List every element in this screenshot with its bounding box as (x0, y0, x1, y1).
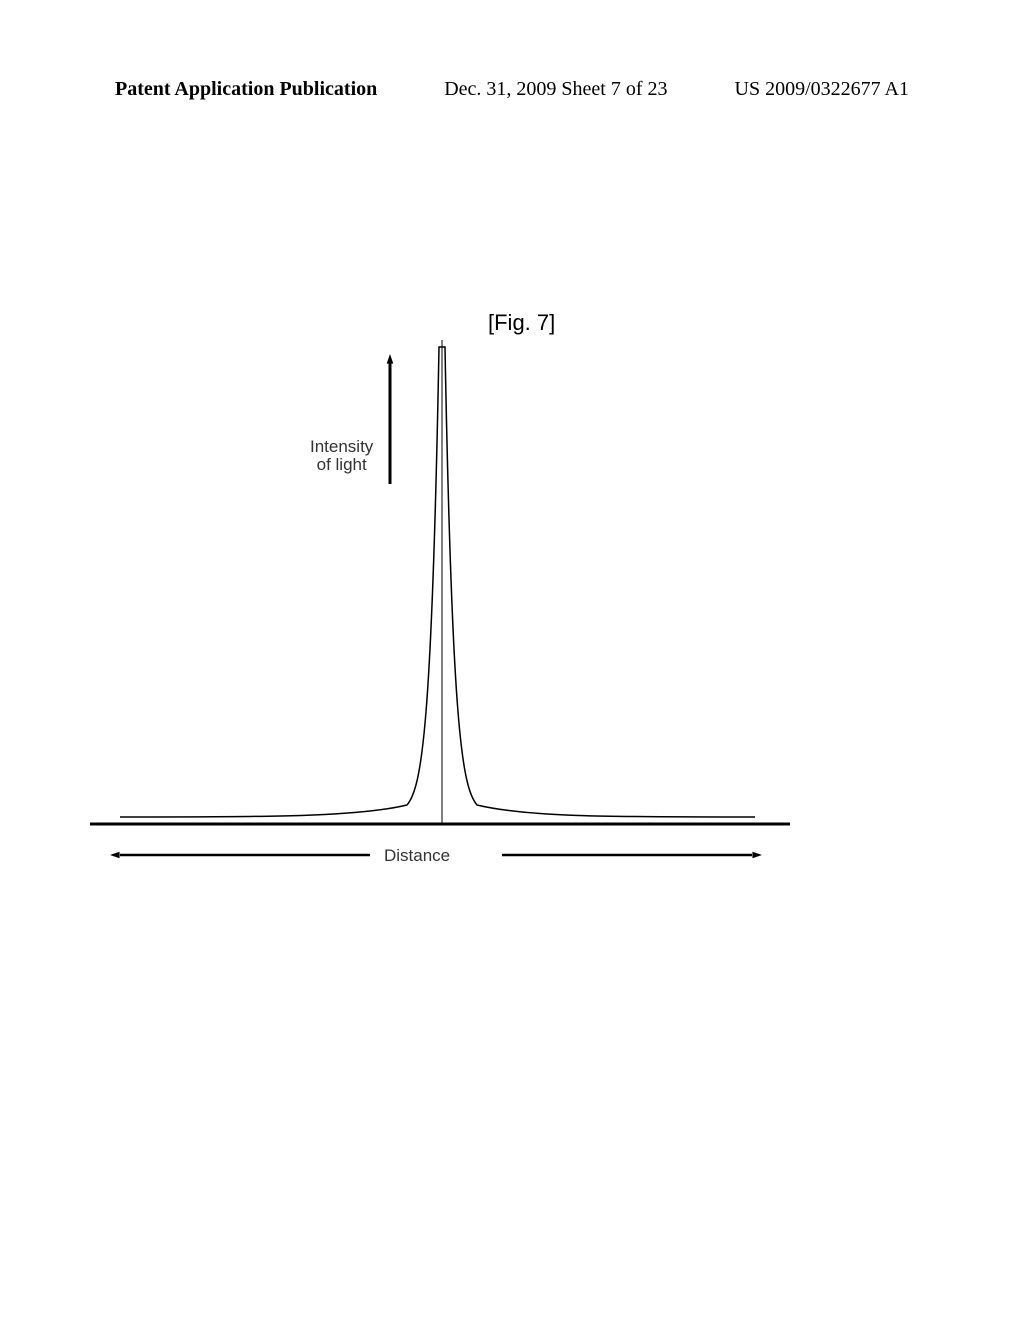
header-mid: Dec. 31, 2009 Sheet 7 of 23 (444, 78, 667, 101)
header-right: US 2009/0322677 A1 (735, 78, 909, 101)
header-left: Patent Application Publication (115, 78, 377, 101)
page-header: Patent Application Publication Dec. 31, … (0, 78, 1024, 101)
intensity-chart (90, 340, 830, 880)
figure-label: [Fig. 7] (488, 310, 555, 336)
